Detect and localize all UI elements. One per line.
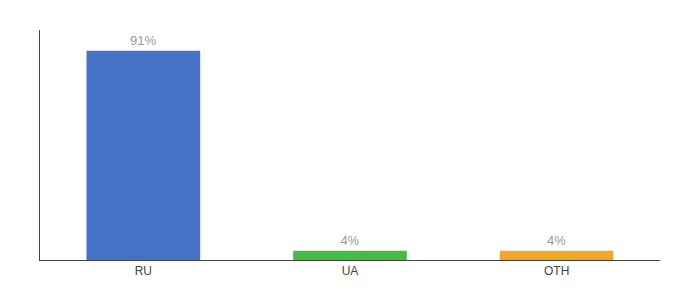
svg-text:4%: 4% (340, 233, 359, 248)
svg-text:UA: UA (342, 264, 359, 278)
svg-text:4%: 4% (547, 233, 566, 248)
svg-text:91%: 91% (130, 33, 156, 48)
svg-text:OTH: OTH (544, 264, 569, 278)
svg-text:RU: RU (135, 264, 152, 278)
